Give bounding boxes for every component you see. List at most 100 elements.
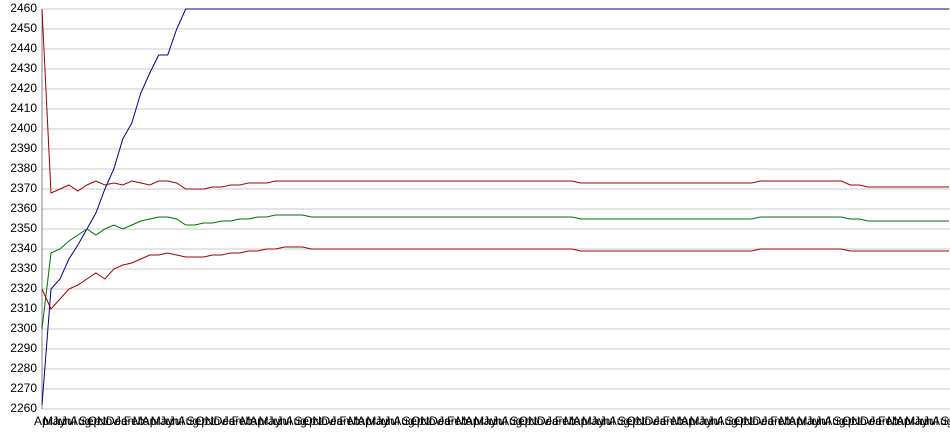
x-tick-label: Mar [672, 414, 693, 428]
x-tick-label: Sep [187, 414, 209, 428]
x-tick-label: Jan [546, 414, 565, 428]
x-tick-label: May [366, 414, 389, 428]
x-tick-label: Aug [393, 414, 414, 428]
x-tick-label: Jun [699, 414, 718, 428]
x-tick-label: Apr [465, 414, 484, 428]
y-tick-label: 2320 [10, 281, 37, 295]
x-tick-label: Jul [276, 414, 291, 428]
x-tick-label: Aug [285, 414, 306, 428]
x-tick-label: Mar [348, 414, 369, 428]
y-tick-label: 2260 [10, 401, 37, 415]
x-tick-label: Apr [34, 414, 53, 428]
x-tick-label: Feb [770, 414, 791, 428]
x-tick-label: Sep [402, 414, 424, 428]
x-tick-label: Mar [133, 414, 154, 428]
x-tick-label: Apr [357, 414, 376, 428]
y-tick-label: 2400 [10, 121, 37, 135]
y-tick-label: 2270 [10, 381, 37, 395]
x-tick-label: Mar [564, 414, 585, 428]
x-tick-label: Sep [79, 414, 101, 428]
x-tick-label: Nov [97, 414, 118, 428]
x-tick-label: Nov [851, 414, 872, 428]
x-tick-label: Jan [654, 414, 673, 428]
x-tick-label: Jun [160, 414, 179, 428]
x-tick-label: Aug [178, 414, 199, 428]
x-tick-label: Jul [384, 414, 399, 428]
x-tick-label: Oct [734, 414, 753, 428]
y-tick-label: 2420 [10, 81, 37, 95]
y-tick-label: 2430 [10, 61, 37, 75]
x-tick-label: Oct [842, 414, 861, 428]
x-tick-label: Apr [896, 414, 915, 428]
x-tick-label: Jan [330, 414, 349, 428]
series-line [41, 8, 949, 406]
y-tick-label: 2340 [10, 241, 37, 255]
y-tick-label: 2310 [10, 301, 37, 315]
x-tick-label: Oct [411, 414, 430, 428]
x-tick-label: May [151, 414, 174, 428]
x-tick-label: Sep [618, 414, 640, 428]
series-line [41, 8, 949, 194]
x-tick-label: Aug [70, 414, 91, 428]
x-tick-label: Apr [142, 414, 161, 428]
x-tick-label: Mar [779, 414, 800, 428]
x-tick-label: Nov [743, 414, 764, 428]
x-tick-label: Aug [824, 414, 845, 428]
x-tick-label: Aug [932, 414, 950, 428]
x-tick-label: Jan [223, 414, 242, 428]
series-line [41, 246, 949, 310]
x-tick-label: Dec [106, 414, 127, 428]
x-tick-label: Jan [761, 414, 780, 428]
x-tick-label: Nov [420, 414, 441, 428]
x-tick-label: Jul [61, 414, 76, 428]
x-tick-label: Jun [914, 414, 933, 428]
y-tick-label: 2410 [10, 101, 37, 115]
x-tick-label: Sep [941, 414, 950, 428]
x-tick-label: Mar [887, 414, 908, 428]
x-tick-label: Jan [115, 414, 134, 428]
x-tick-label: May [905, 414, 928, 428]
y-tick-label: 2280 [10, 361, 37, 375]
x-tick-label: Feb [124, 414, 145, 428]
x-tick-label: Mar [456, 414, 477, 428]
x-tick-label: Jul [815, 414, 830, 428]
x-tick-label: May [582, 414, 605, 428]
x-tick-label: Dec [429, 414, 450, 428]
x-tick-label: Jun [375, 414, 394, 428]
x-tick-label: Feb [878, 414, 899, 428]
y-tick-label: 2380 [10, 161, 37, 175]
x-tick-label: Dec [537, 414, 558, 428]
x-tick-label: Jan [869, 414, 888, 428]
y-tick-label: 2450 [10, 21, 37, 35]
x-tick-label: Apr [250, 414, 269, 428]
x-tick-label: Jul [708, 414, 723, 428]
y-tick-label: 2440 [10, 41, 37, 55]
x-tick-label: Jun [52, 414, 71, 428]
x-tick-label: Oct [88, 414, 107, 428]
x-tick-label: Nov [636, 414, 657, 428]
x-tick-label: Sep [510, 414, 532, 428]
x-tick-label: Oct [196, 414, 215, 428]
x-tick-label: Apr [681, 414, 700, 428]
x-tick-label: Dec [860, 414, 881, 428]
x-tick-label: Feb [447, 414, 468, 428]
x-tick-label: Nov [312, 414, 333, 428]
y-tick-label: 2300 [10, 321, 37, 335]
y-tick-label: 2360 [10, 201, 37, 215]
x-tick-label: Oct [627, 414, 646, 428]
x-tick-label: Dec [214, 414, 235, 428]
x-tick-label: Jul [923, 414, 938, 428]
x-tick-label: Feb [555, 414, 576, 428]
x-tick-label: Jul [492, 414, 507, 428]
x-tick-label: Feb [663, 414, 684, 428]
x-tick-label: Jun [806, 414, 825, 428]
x-tick-label: Apr [573, 414, 592, 428]
x-tick-label: Jun [267, 414, 286, 428]
x-tick-label: Jun [483, 414, 502, 428]
x-tick-label: Aug [609, 414, 630, 428]
x-tick-label: Dec [752, 414, 773, 428]
x-tick-label: Apr [788, 414, 807, 428]
x-tick-label: Jun [591, 414, 610, 428]
x-tick-label: Jan [438, 414, 457, 428]
